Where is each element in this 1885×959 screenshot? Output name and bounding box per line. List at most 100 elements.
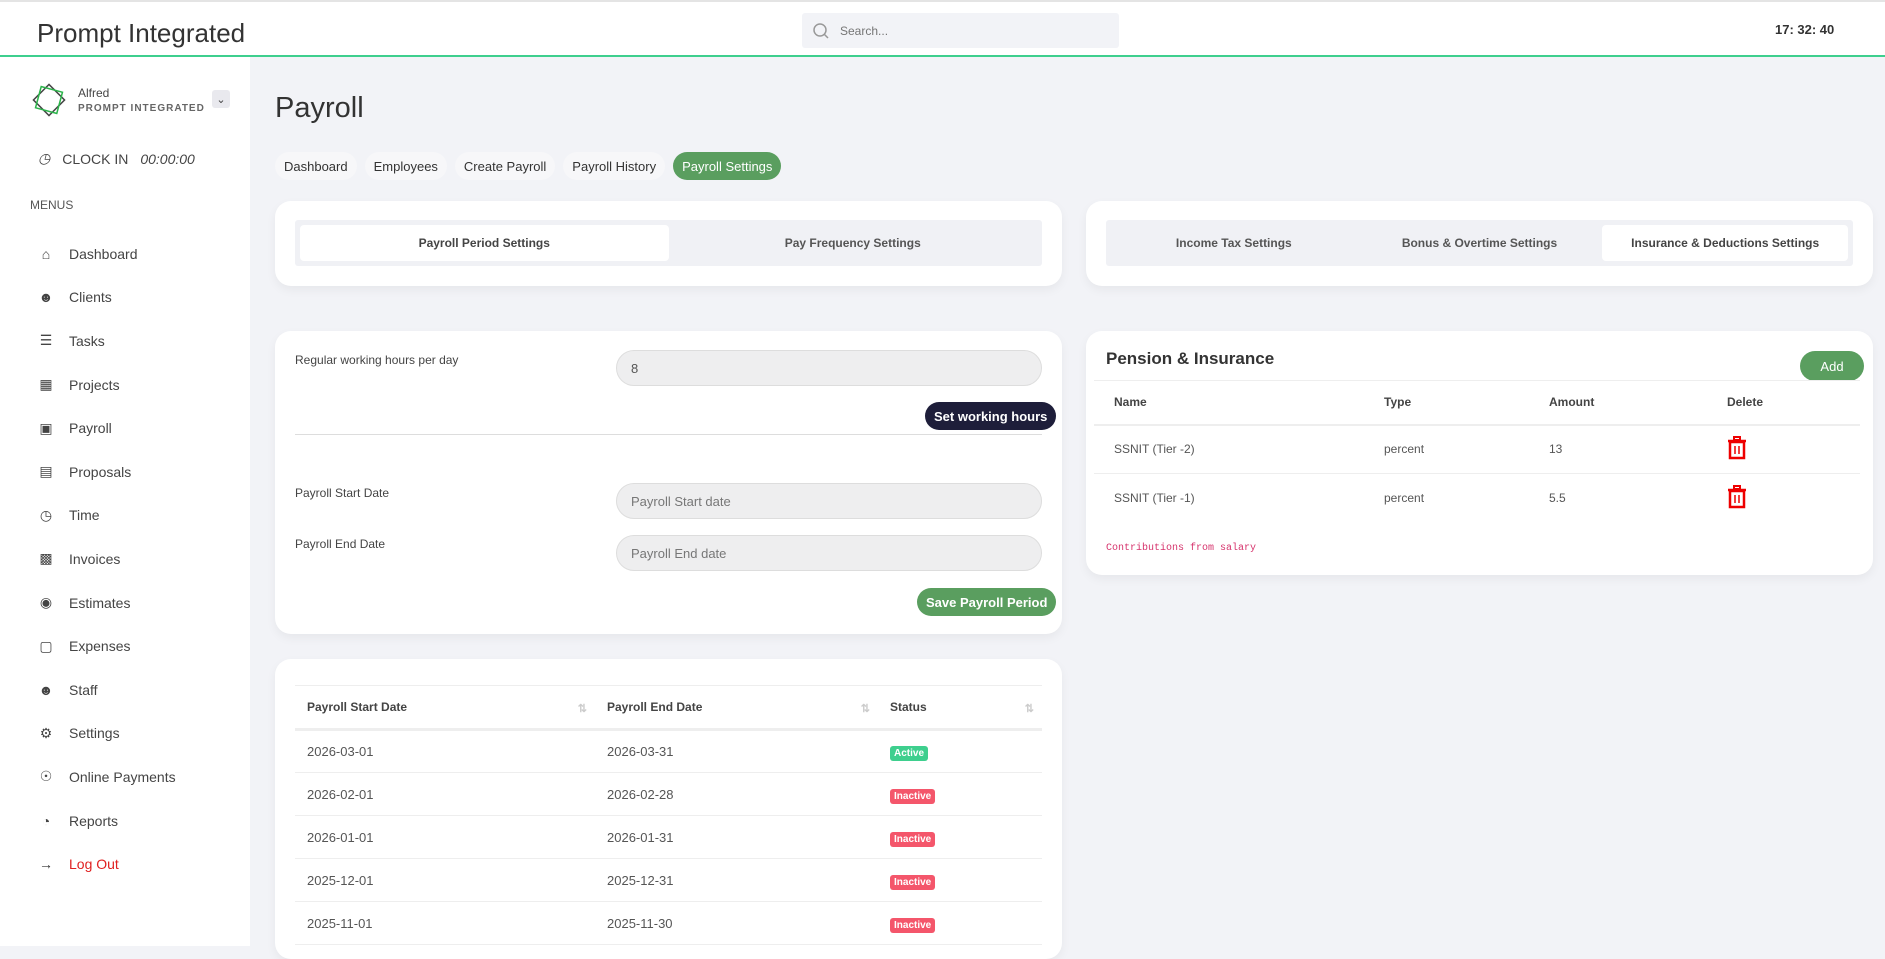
period-settings-tabs-card: Payroll Period Settings Pay Frequency Se… [275,201,1062,286]
table-row: SSNIT (Tier -2) percent 13 [1094,424,1860,474]
trash-icon[interactable] [1727,484,1747,509]
tab-employees[interactable]: Employees [364,152,447,180]
camera-icon: ◉ [39,594,53,611]
tab-income-tax-settings[interactable]: Income Tax Settings [1175,236,1292,250]
clock-in-label: CLOCK IN [62,150,129,167]
sidebar-item-label: Estimates [69,594,131,611]
payroll-periods-card: Payroll Start Date ⇅ Payroll End Date ⇅ St… [275,659,1062,959]
sidebar-item-label: Tasks [69,332,105,349]
tab-pay-frequency-settings[interactable]: Pay Frequency Settings [784,236,921,250]
tab-payroll-history[interactable]: Payroll History [563,152,666,180]
table-row: SSNIT (Tier -1) percent 5.5 [1094,474,1860,523]
table-row: 2025-12-01 2025-12-31 Inactive [295,858,1042,902]
sidebar-item-invoices[interactable]: ▩ Invoices [38,537,238,581]
sidebar-item-staff[interactable]: ☻ Staff [38,668,238,712]
sidebar-item-online-payments[interactable]: ☉ Online Payments [38,755,238,799]
sidebar-item-settings[interactable]: ⚙ Settings [38,712,238,756]
menus-label: MENUS [30,198,74,212]
sidebar-item-expenses[interactable]: ▢ Expenses [38,624,238,668]
header-label: Status [890,700,927,714]
user-org: PROMPT INTEGRATED [78,103,205,114]
sort-icon[interactable]: ⇅ [577,703,587,715]
sidebar-item-payroll[interactable]: ▣ Payroll [38,406,238,450]
deduction-settings-tabs: Income Tax Settings Bonus & Overtime Set… [1106,220,1853,266]
sidebar-item-reports[interactable]: ◔ Reports [38,799,238,843]
sidebar-item-clients[interactable]: ☻ Clients [38,276,238,320]
page-title: Payroll [275,92,364,124]
sidebar-item-dashboard[interactable]: ⌂ Dashboard [38,232,238,276]
sort-icon[interactable]: ⇅ [860,703,870,715]
status-badge: Inactive [890,917,936,933]
sidebar-item-label: Payroll [69,420,112,437]
sidebar-item-proposals[interactable]: ▤ Proposals [38,450,238,494]
deduction-amount: 13 [1529,424,1707,474]
save-payroll-period-button[interactable]: Save Payroll Period [917,588,1057,616]
sidebar-item-label: Expenses [69,638,131,655]
deduction-type: percent [1384,491,1425,506]
clock-icon: ◷ [39,506,53,523]
tab-dashboard[interactable]: Dashboard [275,152,357,180]
header-label: Payroll Start Date [307,700,408,714]
invoice-icon: ▩ [39,550,53,567]
search-box[interactable] [802,13,1119,48]
chevron-down-icon[interactable]: ⌄ [212,90,230,108]
divider [295,434,1042,435]
tab-payroll-settings[interactable]: Payroll Settings [673,152,782,180]
end-date-label: Payroll End Date [295,537,386,551]
table-row: 2026-01-01 2026-01-31 Inactive [295,815,1042,859]
top-bar: Prompt Integrated 17: 32: 40 [0,0,1885,57]
payroll-start-date-input[interactable] [616,483,1042,519]
sidebar-item-projects[interactable]: ▦ Projects [38,363,238,407]
column-header-status[interactable]: Status ⇅ [878,685,1042,731]
start-date: 2026-03-01 [295,729,595,773]
tab-create-payroll[interactable]: Create Payroll [454,152,556,180]
deduction-settings-tabs-card: Income Tax Settings Bonus & Overtime Set… [1086,201,1873,286]
contributions-note: Contributions from salary [1106,543,1257,554]
payroll-end-date-input[interactable] [616,535,1042,571]
column-header-amount: Amount [1529,380,1707,426]
period-settings-tabs: Payroll Period Settings Pay Frequency Se… [295,220,1042,266]
sort-icon[interactable]: ⇅ [1024,703,1034,715]
sidebar-item-label: Dashboard [69,245,138,262]
sidebar-item-label: Invoices [69,550,121,567]
sidebar-item-label: Log Out [69,856,119,873]
sidebar-item-label: Projects [69,376,120,393]
pie-chart-icon: ◔ [41,812,51,829]
end-date: 2025-12-31 [595,858,878,902]
hours-label: Regular working hours per day [295,353,459,367]
start-date: 2025-11-01 [295,901,595,945]
column-header-start[interactable]: Payroll Start Date ⇅ [295,685,595,731]
column-header-end[interactable]: Payroll End Date ⇅ [595,685,878,731]
column-header-type: Type [1364,380,1529,426]
tab-bonus-overtime-settings[interactable]: Bonus & Overtime Settings [1401,236,1558,250]
sidebar-item-label: Staff [69,681,98,698]
sidebar-item-tasks[interactable]: ☰ Tasks [38,319,238,363]
sidebar-item-estimates[interactable]: ◉ Estimates [38,581,238,625]
wallet-icon: ▢ [39,637,53,654]
clock-in-button[interactable]: ◷ CLOCK IN 00:00:00 [38,150,195,167]
user-name: Alfred [78,86,110,100]
gear-icon: ⚙ [39,724,53,741]
deduction-name: SSNIT (Tier -2) [1094,424,1364,474]
sidebar-item-time[interactable]: ◷ Time [38,494,238,538]
tab-payroll-period-settings[interactable]: Payroll Period Settings [300,225,669,261]
tab-insurance-deductions-settings[interactable]: Insurance & Deductions Settings [1602,225,1849,261]
pension-insurance-card: Pension & Insurance Add Name Type Amount… [1086,331,1873,575]
set-working-hours-button[interactable]: Set working hours [925,402,1057,430]
users-icon: ☻ [38,681,54,698]
search-input[interactable] [840,23,1090,38]
sidebar-nav: ⌂ Dashboard ☻ Clients ☰ Tasks ▦ Projects ▣ Pa… [38,232,238,886]
trash-icon[interactable] [1727,435,1747,460]
deduction-name: SSNIT (Tier -1) [1114,491,1195,506]
working-hours-input[interactable] [616,350,1042,386]
end-date: 2025-11-30 [595,901,878,945]
payroll-period-form: Regular working hours per day Set workin… [275,331,1062,634]
logo-icon [32,83,66,117]
insurance-table: Name Type Amount Delete SSNIT (Tier -2) p… [1094,380,1860,523]
sidebar-item-label: Reports [69,812,119,829]
add-button[interactable]: Add [1800,351,1864,381]
header-label: Payroll End Date [607,700,703,714]
status-badge: Inactive [890,788,936,804]
end-date: 2026-03-31 [595,729,878,773]
sidebar-item-logout[interactable]: → Log Out [38,842,238,886]
